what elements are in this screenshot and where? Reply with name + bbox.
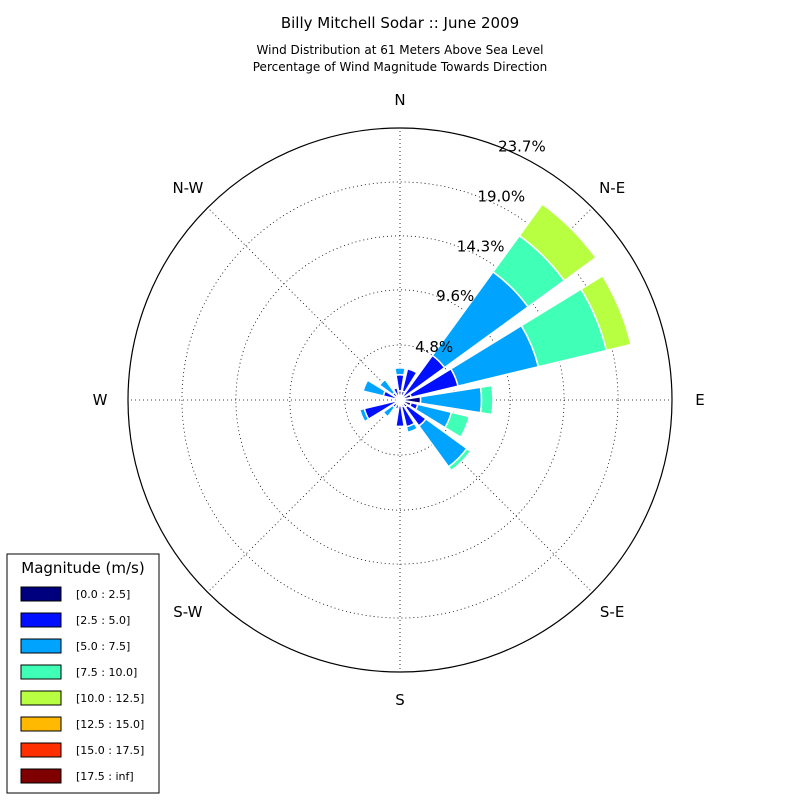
legend-label: [5.0 : 7.5] [76, 640, 130, 653]
wind-bar-segment [395, 404, 405, 428]
legend-swatch [20, 664, 62, 680]
legend-swatch [20, 586, 62, 602]
legend-title: Magnitude (m/s) [21, 559, 144, 577]
ring-label: 9.6% [436, 287, 474, 305]
wind-bar-segment [401, 367, 418, 394]
legend-swatch [20, 716, 62, 732]
polar-outer-circle [127, 127, 673, 673]
wind-bar-segment [358, 407, 370, 423]
chart-subtitle-line-1: Wind Distribution at 61 Meters Above Sea… [257, 43, 544, 57]
grid-spoke [207, 399, 401, 593]
legend-swatch [20, 612, 62, 628]
legend-swatch [20, 638, 62, 654]
wind-bar-segment [362, 379, 387, 397]
wind-bar-segment [479, 384, 494, 416]
grid-ring [289, 289, 511, 511]
direction-label: S-W [173, 603, 202, 621]
ring-label: 19.0% [477, 188, 525, 206]
grid-spoke [207, 207, 401, 401]
legend-label: [2.5 : 5.0] [76, 614, 130, 627]
ring-labels: 4.8% 9.6% 14.3% 19.0% 23.7% [415, 138, 546, 356]
legend-swatch [20, 742, 62, 758]
wind-bar-segment [443, 411, 471, 439]
ring-label: 4.8% [415, 338, 453, 356]
wind-bar-segment [382, 404, 396, 418]
legend: Magnitude (m/s) [0.0 : 2.5] [2.5 : 5.0] [5… [6, 553, 160, 794]
grid-spoke [399, 399, 593, 593]
legend-swatch [20, 690, 62, 706]
wind-bar-segment [518, 203, 597, 282]
legend-label: [10.0 : 12.5] [76, 692, 144, 705]
wind-bar-segment [378, 378, 396, 396]
wind-bar-segment [405, 422, 419, 434]
direction-label: N-E [599, 179, 625, 197]
grid-ring [235, 235, 565, 565]
grid-ring [181, 181, 619, 619]
wind-bars [358, 203, 632, 472]
chart-title: Billy Mitchell Sodar :: June 2009 [281, 14, 519, 32]
direction-label: W [93, 391, 108, 409]
legend-label: [12.5 : 15.0] [76, 718, 144, 731]
legend-label: [7.5 : 10.0] [76, 666, 137, 679]
direction-labels: N N-E E S-E S S-W W N-W [93, 91, 705, 709]
legend-label: [17.5 : inf] [76, 770, 134, 783]
ring-label: 23.7% [498, 138, 546, 156]
direction-label: E [695, 391, 704, 409]
legend-items: [0.0 : 2.5] [2.5 : 5.0] [5.0 : 7.5] [7.5 : … [20, 586, 144, 784]
wind-bar-segment [394, 367, 406, 376]
direction-label: N [394, 91, 405, 109]
wind-bar-segment [392, 386, 401, 399]
legend-label: [15.0 : 17.5] [76, 744, 144, 757]
direction-label: N-W [172, 179, 203, 197]
wind-bar-segment [447, 447, 472, 472]
direction-label: S-E [600, 603, 624, 621]
wind-bar-segment [580, 274, 632, 352]
chart-subtitle-line-2: Percentage of Wind Magnitude Towards Dir… [253, 60, 547, 74]
legend-swatch [20, 768, 62, 784]
ring-label: 14.3% [457, 237, 505, 255]
direction-label: S [395, 691, 405, 709]
legend-label: [0.0 : 2.5] [76, 588, 130, 601]
